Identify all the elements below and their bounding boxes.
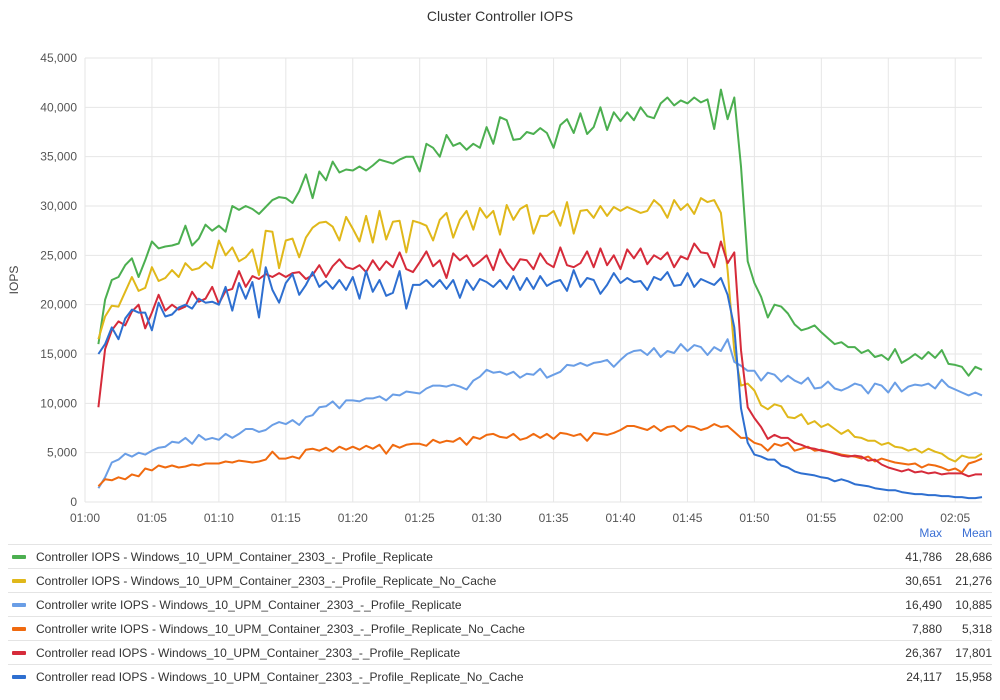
legend-max-value: 26,367 xyxy=(905,645,942,660)
y-tick-label: 5,000 xyxy=(47,446,77,460)
y-tick-label: 45,000 xyxy=(40,51,77,65)
legend-series-name: Controller IOPS - Windows_10_UPM_Contain… xyxy=(36,549,433,564)
legend-mean-value: 28,686 xyxy=(955,549,992,564)
legend-item[interactable]: Controller IOPS - Windows_10_UPM_Contain… xyxy=(8,568,992,592)
series-line-3 xyxy=(97,338,983,489)
legend-series-name: Controller read IOPS - Windows_10_UPM_Co… xyxy=(36,669,524,684)
series-line-1 xyxy=(97,88,983,377)
series-line-2 xyxy=(97,197,983,463)
legend-mean-header[interactable]: Mean xyxy=(961,526,992,540)
legend-item[interactable]: Controller read IOPS - Windows_10_UPM_Co… xyxy=(8,640,992,664)
legend-swatch xyxy=(12,674,26,679)
legend-series-name: Controller write IOPS - Windows_10_UPM_C… xyxy=(36,597,462,612)
y-tick-label: 10,000 xyxy=(40,396,77,410)
legend-item[interactable]: Controller IOPS - Windows_10_UPM_Contain… xyxy=(8,544,992,568)
y-tick-label: 35,000 xyxy=(40,150,77,164)
legend-mean-value: 10,885 xyxy=(955,597,992,612)
x-tick-label: 01:25 xyxy=(405,511,435,525)
y-tick-label: 25,000 xyxy=(40,248,77,262)
legend-max-value: 16,490 xyxy=(905,597,942,612)
legend-swatch xyxy=(12,650,26,655)
legend-header: Max Mean xyxy=(8,522,992,544)
legend-swatch xyxy=(12,554,26,559)
x-axis-ticks: 01:00 01:05 01:10 01:15 01:20 01:25 01:30 01:35… xyxy=(70,511,971,525)
y-tick-label: 30,000 xyxy=(40,199,77,213)
chart-title: Cluster Controller IOPS xyxy=(427,8,573,24)
legend-max-header[interactable]: Max xyxy=(919,526,942,540)
legend-mean-value: 21,276 xyxy=(955,573,992,588)
x-tick-label: 02:00 xyxy=(873,511,903,525)
y-tick-label: 40,000 xyxy=(40,100,77,114)
legend-series-name: Controller write IOPS - Windows_10_UPM_C… xyxy=(36,621,525,636)
x-tick-label: 02:05 xyxy=(940,511,970,525)
x-tick-label: 01:00 xyxy=(70,511,100,525)
legend-mean-value: 5,318 xyxy=(961,621,992,636)
y-axis-ticks: 0 5,000 10,000 15,000 20,000 25,000 30,000 35,0… xyxy=(40,51,77,509)
legend-max-value: 30,651 xyxy=(905,573,942,588)
series-line-6 xyxy=(97,266,983,500)
grid-lines xyxy=(84,57,982,503)
y-axis-label: IOPS xyxy=(7,266,21,295)
legend-mean-value: 17,801 xyxy=(955,645,992,660)
legend-item[interactable]: Controller write IOPS - Windows_10_UPM_C… xyxy=(8,592,992,616)
legend-max-value: 41,786 xyxy=(905,549,942,564)
x-tick-label: 01:45 xyxy=(672,511,702,525)
legend-swatch xyxy=(12,578,26,583)
legend-table: Max Mean Controller IOPS - Windows_10_UP… xyxy=(8,522,992,688)
legend-series-name: Controller IOPS - Windows_10_UPM_Contain… xyxy=(36,573,497,588)
legend-rows: Controller IOPS - Windows_10_UPM_Contain… xyxy=(8,544,992,688)
y-tick-label: 20,000 xyxy=(40,298,77,312)
legend-swatch xyxy=(12,626,26,631)
legend-mean-value: 15,958 xyxy=(955,669,992,684)
x-tick-label: 01:35 xyxy=(539,511,569,525)
y-tick-label: 15,000 xyxy=(40,347,77,361)
legend-series-name: Controller read IOPS - Windows_10_UPM_Co… xyxy=(36,645,461,660)
legend-item[interactable]: Controller read IOPS - Windows_10_UPM_Co… xyxy=(8,664,992,688)
x-tick-label: 01:40 xyxy=(606,511,636,525)
legend-max-value: 24,117 xyxy=(906,669,942,684)
x-tick-label: 01:30 xyxy=(472,511,502,525)
series-line-5 xyxy=(97,240,982,478)
x-tick-label: 01:15 xyxy=(271,511,301,525)
x-tick-label: 01:55 xyxy=(806,511,836,525)
x-tick-label: 01:20 xyxy=(338,511,368,525)
x-tick-label: 01:05 xyxy=(137,511,167,525)
series-line-4 xyxy=(97,423,983,487)
legend-item[interactable]: Controller write IOPS - Windows_10_UPM_C… xyxy=(8,616,992,640)
series-lines xyxy=(97,88,983,500)
x-tick-label: 01:50 xyxy=(739,511,769,525)
legend-swatch xyxy=(12,602,26,607)
y-tick-label: 0 xyxy=(70,495,77,509)
x-tick-label: 01:10 xyxy=(204,511,234,525)
legend-max-value: 7,880 xyxy=(911,621,942,636)
